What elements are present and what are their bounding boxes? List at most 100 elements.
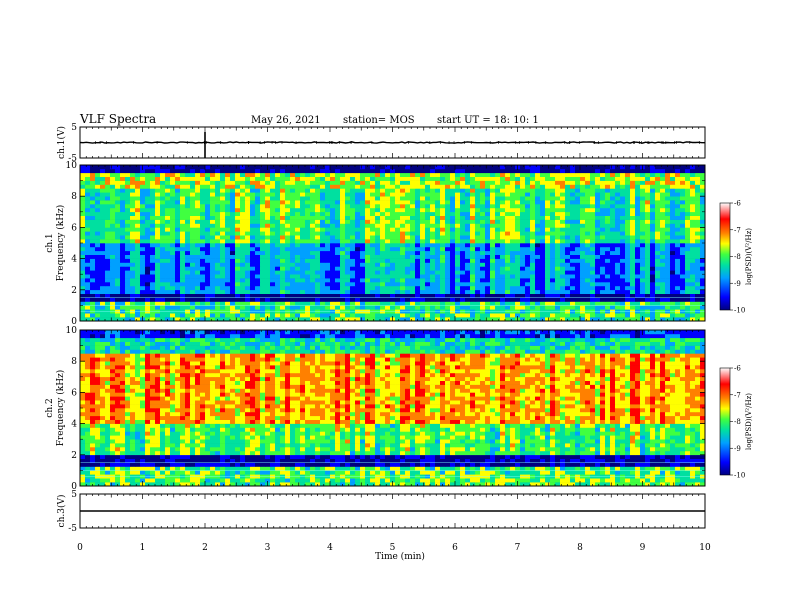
spectrogram-cell: [430, 274, 436, 279]
spectrogram-cell: [510, 270, 516, 275]
spectrogram-cell: [200, 246, 206, 252]
spectrogram-cell: [335, 211, 341, 216]
spectrogram-cell: [600, 219, 606, 224]
spectrogram-cell: [555, 297, 561, 302]
spectrogram-cell: [95, 180, 101, 185]
spectrogram-cell: [490, 278, 496, 283]
spectrogram-cell: [110, 305, 116, 310]
spectrogram-cell: [655, 254, 661, 259]
spectrogram-cell: [340, 313, 346, 318]
spectrogram-cell: [335, 262, 341, 267]
spectrogram-cell: [535, 192, 541, 197]
spectrogram-cell: [500, 254, 506, 259]
spectrogram-cell: [540, 204, 546, 209]
spectrogram-cell: [395, 297, 401, 302]
spectrogram-cell: [155, 274, 161, 279]
spectrogram-cell: [210, 243, 216, 248]
spectrogram-cell: [460, 235, 466, 240]
spectrogram-cell: [595, 262, 601, 267]
spectrogram-cell: [130, 266, 136, 271]
spectrogram-cell: [210, 278, 216, 283]
spectrogram-cell: [365, 192, 371, 197]
spectrogram-cell: [180, 270, 186, 275]
spectrogram-cell: [405, 243, 411, 248]
spectrogram-cell: [505, 231, 511, 236]
spectrogram-cell: [535, 289, 541, 294]
spectrogram-cell: [245, 239, 251, 244]
spectrogram-cell: [265, 176, 271, 181]
spectrogram-cell: [550, 246, 556, 252]
spectrogram-cell: [105, 305, 111, 310]
spectrogram-cell: [130, 172, 136, 177]
spectrogram-cell: [220, 243, 226, 248]
spectrogram-cell: [385, 188, 391, 193]
spectrogram-cell: [315, 196, 321, 201]
spectrogram-cell: [540, 172, 546, 177]
spectrogram-cell: [240, 176, 246, 181]
spectrogram-cell: [380, 207, 386, 213]
spectrogram-cell: [460, 246, 466, 252]
spectrogram-cell: [630, 235, 636, 240]
spectrogram-cell: [575, 243, 581, 248]
spectrogram-cell: [250, 204, 256, 209]
spectrogram-cell: [595, 239, 601, 244]
spectrogram-cell: [140, 211, 146, 216]
spectrogram-cell: [340, 301, 346, 306]
spectrogram-cell: [190, 211, 196, 216]
spectrogram-cell: [80, 176, 86, 181]
spectrogram-cell: [470, 293, 476, 298]
spectrogram-cell: [95, 192, 101, 197]
spectrogram-cell: [350, 235, 356, 240]
spectrogram-cell: [255, 297, 261, 302]
spectrogram-cell: [180, 231, 186, 236]
spectrogram-cell: [160, 282, 166, 287]
spectrogram-cell: [245, 180, 251, 185]
spectrogram-cell: [140, 239, 146, 244]
spectrogram-cell: [180, 305, 186, 310]
spectrogram-cell: [560, 278, 566, 283]
spectrogram-cell: [395, 207, 401, 213]
spectrogram-cell: [310, 266, 316, 271]
spectrogram-cell: [585, 227, 591, 232]
spectrogram-cell: [320, 317, 326, 321]
spectrogram-cell: [215, 266, 221, 271]
spectrogram-cell: [325, 262, 331, 267]
spectrogram-cell: [505, 297, 511, 302]
spectrogram-cell: [120, 211, 126, 216]
spectrogram-cell: [265, 188, 271, 193]
spectrogram-cell: [675, 317, 681, 321]
spectrogram-cell: [430, 223, 436, 228]
spectrogram-cell: [675, 285, 681, 291]
spectrogram-cell: [395, 262, 401, 267]
spectrogram-cell: [325, 184, 331, 189]
spectrogram-cell: [105, 293, 111, 298]
spectrogram-cell: [420, 301, 426, 306]
spectrogram-cell: [595, 223, 601, 228]
spectrogram-cell: [125, 204, 131, 209]
spectrogram-cell: [245, 231, 251, 236]
spectrogram-cell: [130, 278, 136, 283]
spectrogram-cell: [205, 285, 211, 291]
spectrogram-cell: [480, 254, 486, 259]
spectrogram-cell: [245, 223, 251, 228]
spectrogram-cell: [550, 176, 556, 181]
spectrogram-cell: [95, 188, 101, 193]
spectrogram-cell: [215, 211, 221, 216]
spectrogram-cell: [690, 227, 696, 232]
spectrogram-cell: [540, 192, 546, 197]
spectrogram-cell: [580, 243, 586, 248]
spectrogram-cell: [245, 258, 251, 263]
spectrogram-cell: [510, 227, 516, 232]
spectrogram-cell: [185, 235, 191, 240]
spectrogram-cell: [490, 297, 496, 302]
spectrogram-cell: [550, 282, 556, 287]
spectrogram-cell: [400, 262, 406, 267]
spectrogram-cell: [305, 293, 311, 298]
spectrogram-cell: [570, 223, 576, 228]
spectrogram-cell: [520, 200, 526, 205]
spectrogram-cell: [480, 188, 486, 193]
spectrogram-cell: [355, 211, 361, 216]
spectrogram-cell: [505, 180, 511, 185]
spectrogram-cell: [520, 285, 526, 291]
spectrogram-cell: [455, 254, 461, 259]
